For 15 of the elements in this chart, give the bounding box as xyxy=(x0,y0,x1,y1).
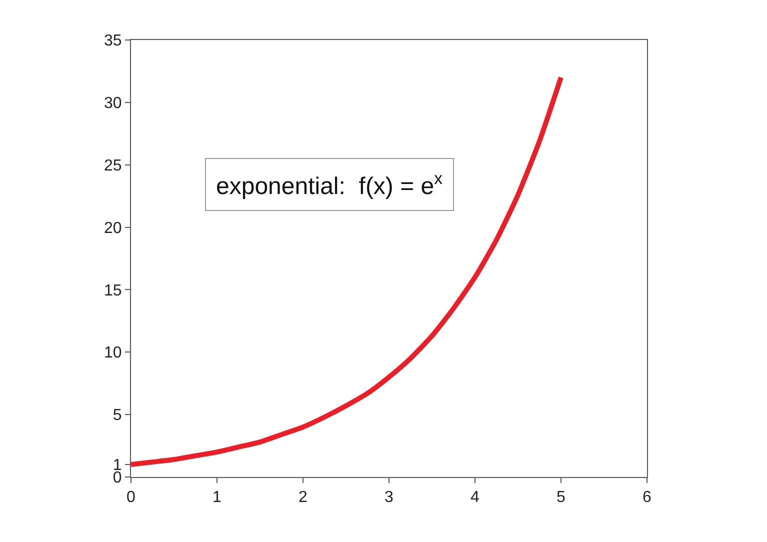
y-tick-label: 30 xyxy=(104,95,122,112)
x-tick-label: 1 xyxy=(212,489,222,506)
x-tick-label: 5 xyxy=(556,489,566,506)
x-tick-label: 3 xyxy=(384,489,394,506)
x-tick-label: 2 xyxy=(298,489,308,506)
x-tick-label: 0 xyxy=(126,489,136,506)
y-tick-label: 35 xyxy=(104,32,122,50)
y-tick-label: 20 xyxy=(104,220,122,237)
y-tick-label: 5 xyxy=(112,407,122,424)
y-tick-label: 25 xyxy=(104,157,122,174)
annotation: exponential: f(x) = e$^{x}$ xyxy=(216,169,444,200)
x-tick-label: 4 xyxy=(470,489,480,506)
y-tick-label: 10 xyxy=(104,344,122,362)
x-tick-label: 6 xyxy=(642,489,652,506)
y-tick-label: 15 xyxy=(104,282,122,300)
